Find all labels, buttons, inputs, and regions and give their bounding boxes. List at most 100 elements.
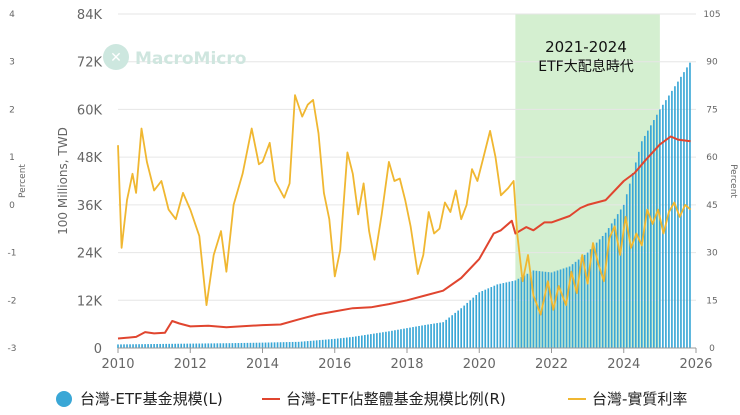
legend-label: 台灣-實質利率: [592, 390, 687, 408]
etf-size-bar: [604, 232, 607, 348]
y-right-tick-label: 30: [706, 249, 718, 259]
etf-size-bar: [324, 339, 327, 348]
etf-size-bar: [183, 343, 186, 348]
etf-size-bar: [225, 343, 228, 348]
etf-size-bar: [427, 324, 429, 348]
etf-size-bar: [613, 218, 616, 348]
y-right-axis-title: Percent: [728, 164, 738, 198]
etf-size-bar: [267, 342, 270, 348]
etf-size-bar: [240, 342, 243, 348]
legend-label: 台灣-ETF佔整體基金規模比例(R): [286, 390, 506, 408]
etf-size-bar: [391, 330, 393, 348]
etf-size-bar: [168, 343, 171, 348]
etf-size-bar: [342, 337, 345, 348]
y-left-tick-label: 48K: [77, 151, 103, 166]
etf-size-bar: [647, 130, 649, 348]
etf-size-bar: [156, 343, 158, 348]
etf-size-bar: [198, 343, 201, 348]
etf-size-bar: [231, 343, 234, 348]
etf-size-bar: [565, 267, 568, 348]
y-left-tick-label: 72K: [77, 56, 103, 71]
etf-size-bar: [403, 328, 405, 348]
etf-size-bar: [610, 223, 613, 348]
etf-size-bar: [285, 342, 288, 348]
etf-size-bar: [315, 340, 318, 348]
etf-size-bar: [643, 135, 646, 348]
etf-size-bar: [460, 308, 463, 348]
etf-size-bar: [535, 270, 538, 348]
y-right-tick-label: 0: [709, 344, 715, 354]
etf-size-bar: [601, 236, 604, 348]
x-tick-label: 2026: [679, 357, 712, 372]
x-tick-label: 2018: [390, 357, 423, 372]
etf-size-bar: [201, 343, 204, 348]
x-tick-label: 2014: [246, 357, 279, 372]
etf-size-bar: [177, 343, 180, 348]
etf-size-bar: [487, 288, 490, 348]
bar-series-layer: [117, 62, 691, 349]
etf-size-bar: [622, 204, 625, 348]
etf-size-bar: [237, 343, 240, 348]
etf-size-bar: [656, 114, 658, 348]
y-left-tick-label: 24K: [77, 247, 103, 262]
etf-size-bar: [677, 81, 679, 348]
etf-size-bar: [385, 331, 387, 348]
etf-size-bar: [547, 272, 550, 348]
etf-size-bar: [568, 266, 571, 348]
etf-size-bar: [282, 342, 285, 348]
etf-size-bar: [336, 338, 339, 348]
etf-size-bar: [321, 339, 324, 348]
etf-size-bar: [529, 272, 532, 348]
etf-size-bar: [288, 342, 291, 348]
etf-size-bar: [662, 104, 664, 349]
etf-size-bar: [653, 120, 655, 349]
y-right-tick-label: 45: [706, 201, 717, 211]
etf-size-bar: [153, 344, 155, 348]
x-tick-label: 2024: [607, 357, 640, 372]
x-tick-label: 2020: [463, 357, 496, 372]
x-tick-label: 2012: [174, 357, 207, 372]
etf-size-bar: [586, 252, 589, 348]
etf-size-bar: [484, 289, 487, 348]
etf-size-bar: [333, 338, 336, 348]
etf-size-bar: [424, 324, 426, 348]
etf-size-bar: [291, 341, 294, 348]
y-right-tick-label: 60: [706, 153, 718, 163]
etf-size-bar: [138, 344, 140, 348]
etf-size-bar: [650, 125, 652, 348]
etf-size-bar: [339, 338, 342, 348]
etf-size-bar: [637, 151, 640, 348]
etf-size-bar: [674, 86, 676, 348]
etf-size-bar: [255, 342, 258, 348]
etf-size-bar: [351, 336, 354, 348]
etf-size-bar: [123, 344, 125, 348]
legend-label: 台灣-ETF基金規模(L): [80, 390, 223, 408]
etf-size-bar: [228, 343, 231, 348]
etf-size-bar: [433, 323, 435, 348]
etf-size-bar: [234, 343, 237, 348]
y-percent-tick-label: 4: [9, 10, 15, 20]
etf-size-bar: [671, 90, 673, 348]
etf-size-bar: [165, 343, 167, 348]
y-percent-tick-label: 2: [9, 105, 15, 115]
etf-size-bar: [388, 331, 390, 348]
etf-size-bar: [571, 264, 574, 348]
etf-size-bar: [505, 282, 508, 348]
etf-size-bar: [520, 277, 523, 348]
etf-size-bar: [478, 292, 481, 348]
etf-size-bar: [327, 339, 330, 348]
etf-size-bar: [511, 281, 514, 348]
etf-size-bar: [279, 342, 282, 348]
etf-size-bar: [481, 291, 484, 348]
etf-size-bar: [628, 183, 631, 348]
etf-size-bar: [397, 329, 399, 348]
etf-size-bar: [469, 300, 472, 348]
etf-size-bar: [171, 343, 174, 348]
y-left-tick-label: 12K: [77, 294, 103, 309]
etf-size-bar: [445, 319, 447, 348]
etf-size-bar: [180, 343, 183, 348]
etf-size-bar: [463, 305, 466, 348]
watermark-logo-icon: [103, 44, 129, 70]
etf-size-bar: [213, 343, 216, 348]
